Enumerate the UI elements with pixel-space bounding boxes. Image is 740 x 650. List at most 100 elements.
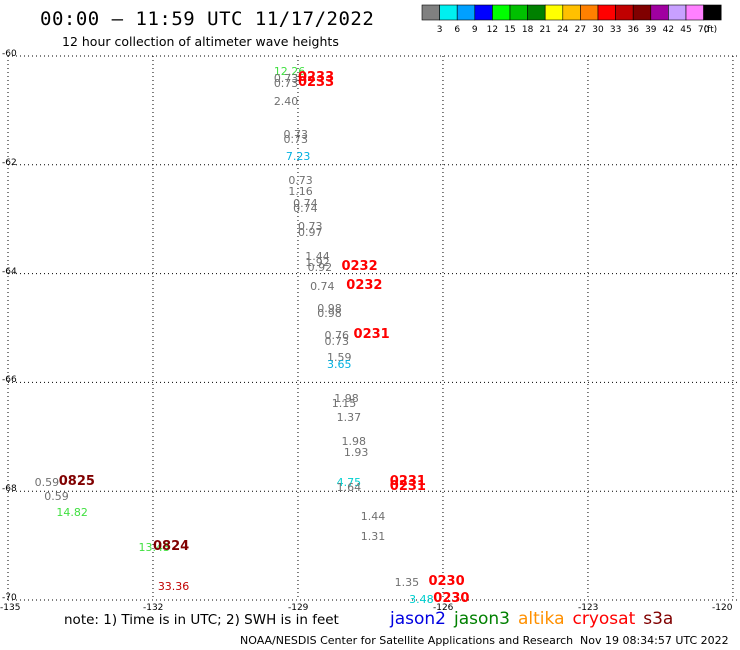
lat-label: -62 — [2, 157, 17, 168]
wave-height-value: 1.35 — [394, 575, 420, 589]
wave-height-value: 1.92 — [305, 255, 330, 269]
satellite-key: jason2 jason3 altika cryosat s3a — [390, 609, 681, 629]
wave-height-value: 0.59 — [34, 476, 60, 490]
lon-label: -123 — [577, 603, 599, 613]
graticule-grid — [7, 55, 740, 601]
wave-height-value: 0.73 — [283, 127, 308, 141]
wave-height-value: 0.74 — [293, 196, 318, 210]
wave-height-value: 14.82 — [56, 505, 88, 519]
wave-height-value: 1.15 — [331, 397, 357, 411]
wave-height-value: 0.59 — [44, 489, 69, 503]
wave-height-value: 0.98 — [317, 301, 342, 315]
wave-height-value: 1.59 — [326, 350, 352, 364]
satellite-altika: altika — [518, 609, 565, 629]
page-subtitle: 12 hour collection of altimeter wave hei… — [62, 34, 339, 49]
legend-label: 15 — [504, 25, 515, 35]
wave-height-value: 1.16 — [288, 185, 313, 198]
legend-swatch — [650, 4, 669, 21]
wave-height-value: 7.23 — [285, 149, 311, 163]
legend-label: 39 — [645, 25, 657, 35]
lat-label: -66 — [2, 375, 17, 386]
wave-height-value: 0.98 — [317, 307, 342, 321]
satellite-s3a: s3a — [643, 609, 674, 629]
legend-swatch — [703, 4, 722, 21]
legend-swatch — [615, 4, 634, 21]
lon-label: -120 — [712, 603, 733, 613]
wave-height-value: 3.65 — [326, 357, 352, 371]
legend-label: 18 — [522, 25, 534, 35]
legend-swatch — [597, 4, 616, 21]
wave-height-value: 0.73 — [288, 174, 313, 188]
legend-label: 70 — [698, 25, 710, 35]
legend-swatch — [580, 4, 599, 21]
wave-height-value: 0.74 — [293, 202, 318, 216]
pass-time-label: 0230 — [428, 573, 465, 589]
satellite-jason2: jason2 — [390, 609, 446, 629]
satellite-jason3: jason3 — [454, 609, 510, 629]
pass-time-label: 0824 — [152, 539, 190, 555]
wave-height-value: 0.73 — [273, 77, 299, 91]
wave-height-value: 0.73 — [283, 133, 308, 147]
legend-label: 9 — [472, 25, 478, 35]
legend-label: 42 — [663, 25, 674, 35]
legend-unit: (ft) — [704, 25, 718, 35]
wave-height-value: 1.98 — [341, 435, 366, 449]
lat-label: -60 — [2, 49, 17, 59]
wave-height-value: 1.37 — [336, 410, 362, 424]
wave-height-value: 0.76 — [324, 329, 350, 343]
footer-credit: NOAA/NESDIS Center for Satellite Applica… — [240, 634, 574, 647]
legend-swatch — [421, 4, 440, 21]
pass-time-label: 0231 — [389, 474, 426, 490]
pass-time-label: 0233 — [297, 75, 335, 91]
wave-height-value: 1.93 — [343, 446, 369, 460]
wave-height-value: 0.73 — [297, 220, 323, 234]
wave-height-value: 12.26 — [273, 65, 306, 79]
legend-swatch — [668, 4, 687, 21]
legend-label: 45 — [680, 25, 691, 35]
wave-height-value: 33.36 — [157, 580, 190, 594]
legend-label: 30 — [592, 25, 604, 35]
wave-height-value: 4.75 — [336, 476, 362, 490]
legend-swatch — [509, 4, 528, 21]
legend-swatch — [632, 4, 652, 21]
footer-timestamp: Nov 19 08:34:57 UTC 2022 — [580, 634, 729, 647]
wave-height-value: 0.74 — [310, 280, 335, 294]
legend-label: 3 — [437, 25, 443, 35]
wave-height-value: 0.73 — [273, 72, 299, 86]
color-legend: 3 6 9 12 15 18 21 24 27 30 33 36 39 42 45 70(ft) — [421, 4, 722, 35]
legend-swatch — [456, 4, 476, 21]
legend-label: 33 — [610, 25, 621, 35]
legend-swatch — [474, 4, 493, 21]
wave-height-value: 1.44 — [360, 510, 386, 524]
wave-height-value: 2.40 — [273, 95, 299, 109]
lat-label: -68 — [2, 484, 17, 495]
pass-time-label: 0232 — [341, 259, 378, 275]
lon-label: -132 — [142, 603, 164, 613]
legend-swatch — [685, 4, 704, 21]
lon-label: -129 — [287, 603, 309, 613]
legend-label: 21 — [539, 25, 550, 35]
wave-height-value: 1.64 — [336, 481, 362, 495]
legend-label: 36 — [627, 25, 639, 35]
wave-height-value: 0.97 — [297, 225, 323, 239]
units-note: note: 1) Time is in UTC; 2) SWH is in fe… — [64, 612, 339, 628]
wave-height-value: 0.73 — [324, 334, 350, 348]
wave-height-value: 1.31 — [360, 530, 386, 544]
page-title: 00:00 – 11:59 UTC 11/17/2022 — [40, 8, 375, 30]
pass-time-label: 0825 — [58, 474, 95, 490]
legend-label: 6 — [454, 25, 460, 35]
wave-height-value: 1.44 — [305, 250, 330, 264]
lon-label: -135 — [0, 603, 21, 613]
wave-height-value: 3.48 — [409, 593, 434, 606]
wave-height-value: 13.43 — [138, 541, 170, 555]
legend-label: 27 — [575, 25, 586, 35]
legend-label: 12 — [487, 25, 498, 35]
satellite-cryosat: cryosat — [572, 609, 636, 629]
legend-swatch — [492, 4, 511, 21]
legend-swatch — [439, 4, 458, 21]
wave-height-value: 1.98 — [334, 391, 359, 405]
lat-label: -70 — [2, 593, 17, 603]
legend-label: 24 — [557, 25, 569, 35]
pass-time-label: 0233 — [297, 70, 335, 86]
